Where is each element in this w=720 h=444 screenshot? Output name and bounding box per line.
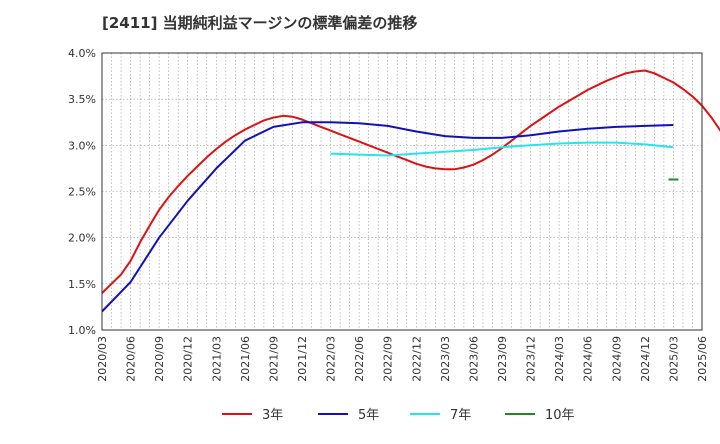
plot-area	[102, 53, 702, 330]
plot-border	[101, 52, 703, 331]
y-tick-label: 1.5%	[68, 278, 96, 291]
x-tick-label: 2024/06	[582, 336, 595, 382]
x-tick-label: 2022/09	[382, 336, 395, 382]
chart-title: [2411] 当期純利益マージンの標準偏差の推移	[102, 14, 418, 32]
grid-lines	[101, 52, 703, 331]
x-tick-label: 2024/09	[610, 336, 623, 382]
series-line-3年	[101, 69, 720, 294]
series-line-7年	[330, 141, 674, 157]
y-tick-label: 4.0%	[68, 47, 96, 60]
x-tick-label: 2024/12	[639, 336, 652, 382]
x-tick-label: 2025/06	[696, 336, 709, 382]
legend-label: 10年	[545, 408, 575, 423]
x-tick-label: 2020/03	[96, 336, 109, 382]
x-tick-label: 2023/12	[525, 336, 538, 382]
legend-label: 7年	[450, 408, 471, 423]
x-tick-label: 2023/09	[496, 336, 509, 382]
series-lines	[101, 69, 720, 313]
y-tick-label: 3.5%	[68, 93, 96, 106]
x-tick-label: 2024/03	[553, 336, 566, 382]
x-tick-label: 2023/03	[439, 336, 452, 382]
y-tick-label: 2.5%	[68, 186, 96, 199]
y-tick-label: 3.0%	[68, 139, 96, 152]
x-tick-label: 2021/12	[296, 336, 309, 382]
x-tick-label: 2022/12	[410, 336, 423, 382]
x-tick-label: 2021/03	[210, 336, 223, 382]
y-tick-label: 2.0%	[68, 232, 96, 245]
legend: 3年 5年 7年 10年	[222, 408, 575, 423]
axes: 1.0% 1.5% 2.0% 2.5% 3.0% 3.5% 4.0% 2020/03 2020/…	[68, 47, 709, 382]
y-tick-label: 1.0%	[68, 324, 96, 337]
legend-label: 3年	[262, 408, 283, 423]
x-tick-label: 2023/06	[467, 336, 480, 382]
x-tick-label: 2021/09	[267, 336, 280, 382]
x-tick-label: 2022/06	[353, 336, 366, 382]
x-tick-label: 2020/09	[153, 336, 166, 382]
x-tick-label: 2020/12	[182, 336, 195, 382]
x-tick-label: 2025/03	[667, 336, 680, 382]
legend-label: 5年	[358, 408, 379, 423]
x-tick-label: 2021/06	[239, 336, 252, 382]
series-line-5年	[101, 121, 674, 313]
x-tick-label: 2020/06	[125, 336, 138, 382]
x-tick-label: 2022/03	[325, 336, 338, 382]
